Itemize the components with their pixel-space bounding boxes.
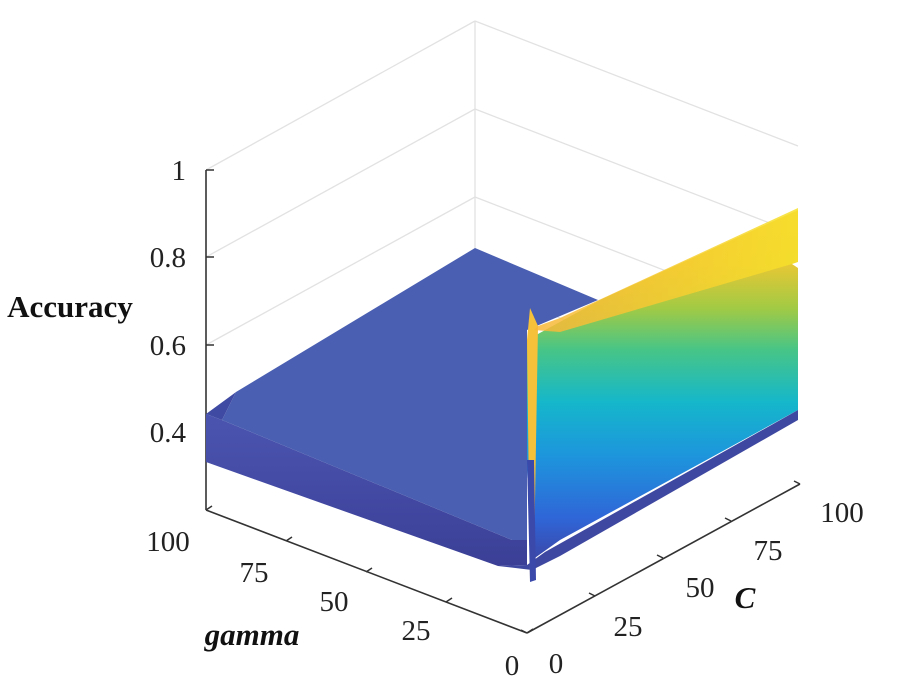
grid-z-0.8-right <box>474 108 799 235</box>
grid-z-0.6-left <box>205 196 476 346</box>
c-tick-label: 25 <box>614 611 643 643</box>
tick-marks <box>205 169 801 634</box>
gamma-tick <box>365 567 373 573</box>
c-tick-label: 0 <box>549 648 564 680</box>
c-tick-label: 50 <box>686 572 715 604</box>
surface-gamma0-wall <box>527 210 798 560</box>
gamma-tick-label: 25 <box>402 615 431 647</box>
gamma-tick-label: 50 <box>320 586 349 618</box>
surface-plateau <box>222 248 598 540</box>
c-tick <box>724 517 732 522</box>
gamma-tick-label: 100 <box>146 526 190 558</box>
accuracy-surface <box>206 208 798 582</box>
surface-front-strip <box>206 414 527 566</box>
z-tick-label: 1 <box>172 155 187 187</box>
surface-left-lip <box>206 392 236 420</box>
surface-right-notch <box>792 262 798 268</box>
z-tick-label: 0.4 <box>150 417 187 449</box>
c-axis-label: C <box>735 580 756 615</box>
grid-z-1-left <box>205 20 476 171</box>
c-tick <box>656 554 664 559</box>
gamma-tick-label: 75 <box>240 557 269 589</box>
c-axis-line <box>526 483 801 634</box>
z-tick-label: 0.6 <box>150 330 186 362</box>
gamma-tick <box>445 597 453 603</box>
gamma-tick <box>205 505 213 511</box>
surface-spike-lower <box>527 460 536 582</box>
grid-z-1-right <box>474 20 799 147</box>
gamma-axis-label: gamma <box>204 617 300 652</box>
gamma-tick-label: 0 <box>505 650 520 682</box>
c-tick <box>588 592 596 597</box>
gamma-tick <box>526 628 534 634</box>
c-tick-label: 75 <box>754 535 783 567</box>
gamma-tick <box>285 536 293 542</box>
c-tick <box>520 629 528 634</box>
c-tick <box>793 480 801 485</box>
grid-z-0.8-left <box>205 108 476 258</box>
z-axis-label: Accuracy <box>7 289 133 324</box>
surface-top-ridge <box>534 208 798 332</box>
z-tick-label: 0.8 <box>150 242 186 274</box>
c-tick-label: 100 <box>820 497 864 529</box>
